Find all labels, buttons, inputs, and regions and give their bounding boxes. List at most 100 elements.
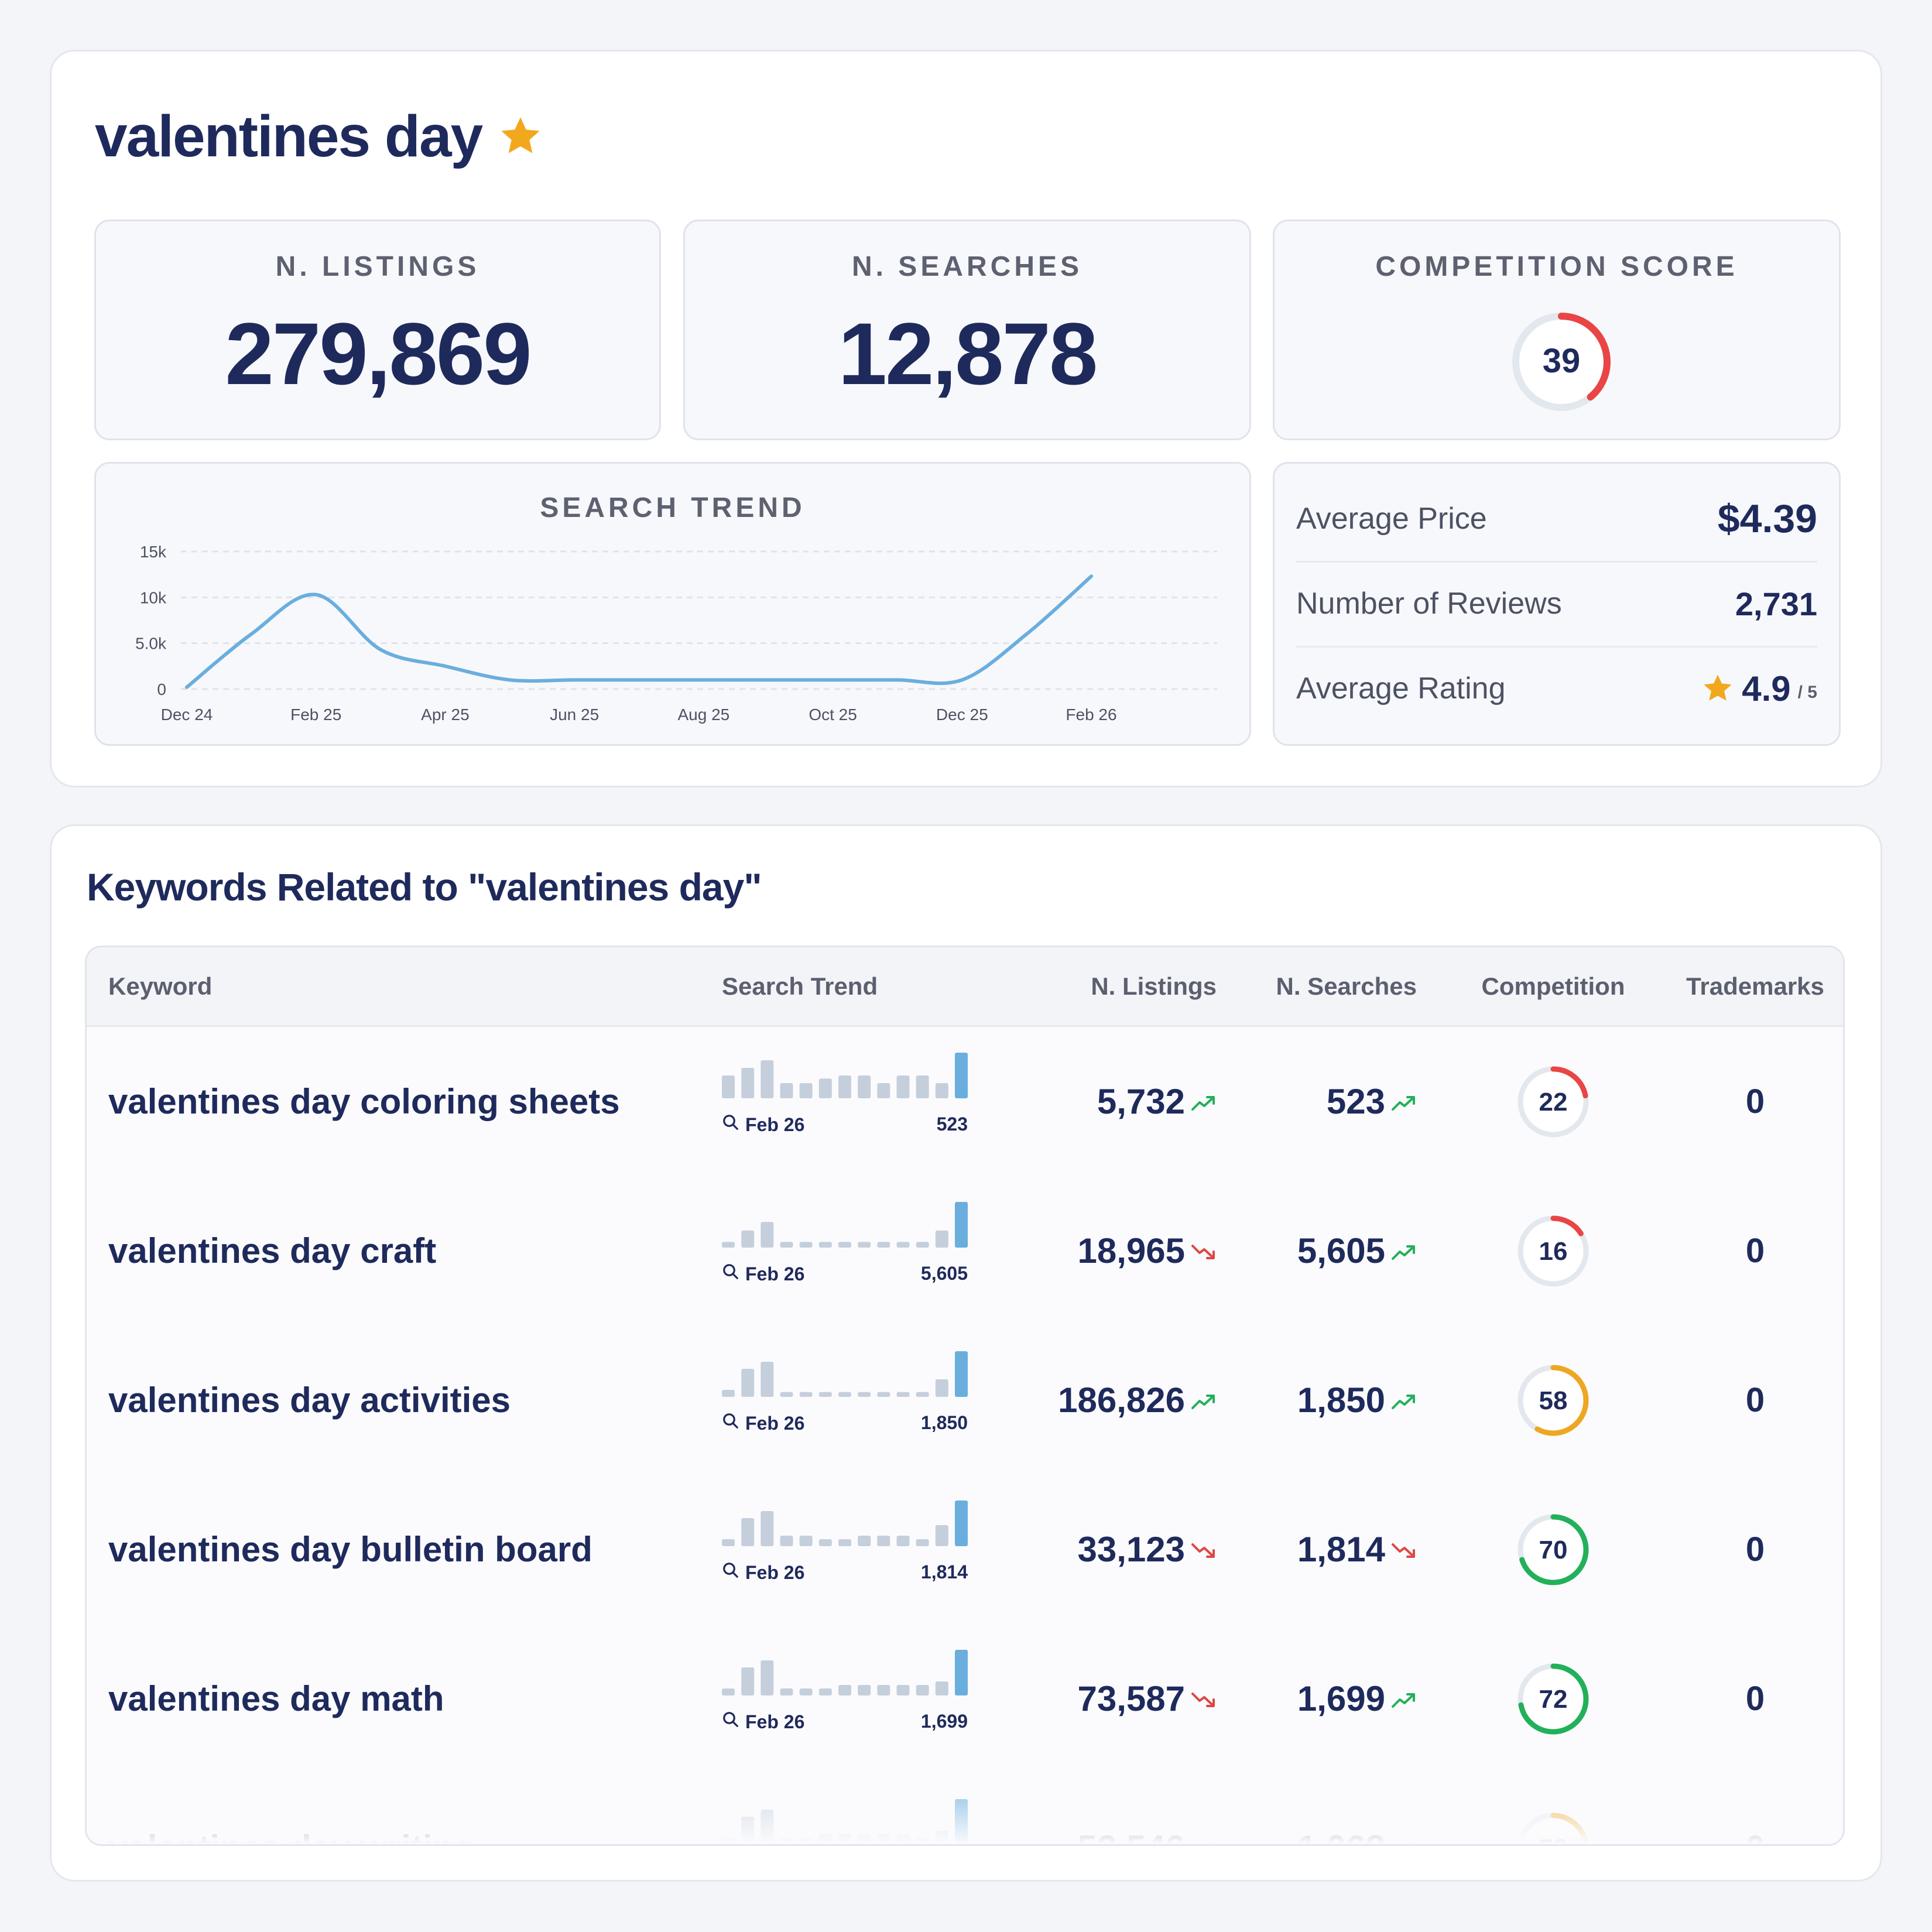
rating-star-icon [1704,674,1732,701]
sparkline-bar [916,1392,929,1397]
details-divider [1296,646,1817,648]
competition-score-gauge: 39 [1512,313,1611,411]
table-row[interactable]: valentines day math Feb 26 1,699 73,587 1,69… [87,1624,1843,1775]
average-rating-value-group: 4.9 / 5 [1701,669,1817,709]
sparkline-date: Feb 26 [722,1711,804,1733]
sparkline-bar [722,1075,735,1098]
sparkline-bar [818,1688,832,1695]
sparkline-date-text: Feb 26 [745,1412,805,1434]
sparkline-bar [896,1685,910,1695]
listings-value: 73,587 [1077,1679,1185,1718]
search-trend-sparkline [722,1501,968,1546]
sparkline-bar [818,1539,832,1546]
listings-value: 5,732 [1097,1082,1185,1121]
search-icon [722,1263,739,1285]
competition-gauge: 16 [1517,1215,1589,1287]
header-searches[interactable]: N. Searches [1276,972,1417,1000]
number-of-reviews-value: 2,731 [1735,585,1817,622]
table-row[interactable]: valentines day bulletin board Feb 26 1,814… [87,1475,1843,1626]
sparkline-bar [858,1075,871,1098]
search-trend-sparkline [722,1650,968,1695]
sparkline-date-text: Feb 26 [745,1711,805,1732]
sparkline-count: 1,814 [920,1561,968,1582]
keyword-overview-card: valentines day N. LISTINGS 279,869 N. SE… [50,50,1882,787]
competition-score-card: COMPETITION SCORE 39 [1273,220,1841,440]
listings-cell: 18,965 [1077,1176,1217,1325]
sparkline-count: 523 [936,1114,968,1135]
trademarks-cell: 0 [1745,1530,1765,1568]
trend-up-icon [1191,1091,1217,1117]
header-trademarks[interactable]: Trademarks [1686,972,1824,1000]
sparkline-bar [799,1688,813,1695]
sparkline-date: Feb 26 [722,1114,804,1136]
sparkline-bar-current [955,1501,968,1546]
header-keyword[interactable]: Keyword [108,972,213,1000]
sparkline-bar [858,1536,871,1546]
related-keywords-table: Keyword Search Trend N. Listings N. Sear… [85,946,1845,1846]
competition-label: COMPETITION SCORE [1375,251,1738,282]
favorite-star-icon[interactable] [497,113,544,160]
competition-value: 70 [1539,1536,1568,1564]
average-rating-label: Average Rating [1296,672,1506,705]
sparkline-bar [799,1083,813,1098]
trademarks-cell: 0 [1745,1381,1765,1419]
x-tick-label: Aug 25 [677,705,729,724]
sparkline-meta: Feb 26 5,605 [722,1263,968,1292]
sparkline-meta: Feb 26 1,850 [722,1412,968,1441]
search-icon [722,1711,739,1733]
header-listings[interactable]: N. Listings [1091,972,1217,1000]
sparkline-bar [916,1685,929,1695]
sparkline-bar [838,1392,851,1397]
x-tick-label: Feb 26 [1066,705,1116,724]
table-row[interactable]: valentines day activities Feb 26 1,850 186,… [87,1325,1843,1477]
sparkline-bar [741,1667,755,1695]
listings-value: 33,123 [1077,1530,1185,1569]
search-trend-line [185,574,1093,689]
sparkline-bar [722,1539,735,1546]
y-tick-label: 5.0k [135,635,167,653]
trend-up-icon [1391,1390,1417,1416]
trend-down-icon [1191,1688,1217,1714]
listings-stat-card: N. LISTINGS 279,869 [94,220,661,440]
listings-value: 18,965 [1077,1231,1185,1270]
header-competition[interactable]: Competition [1481,972,1625,1000]
keyword-cell[interactable]: valentines day activities [108,1381,511,1420]
table-row[interactable]: valentines day craft Feb 26 5,605 18,965 5,6… [87,1176,1843,1327]
sparkline-bar [877,1083,890,1098]
sparkline-bar [838,1685,851,1695]
search-trend-sparkline [722,1351,968,1397]
search-icon [722,1561,739,1584]
sparkline-bar [761,1222,774,1248]
keyword-cell[interactable]: valentines day craft [108,1231,437,1270]
header-search-trend[interactable]: Search Trend [722,972,878,1000]
trademarks-cell: 0 [1745,1680,1765,1718]
competition-gauge: 58 [1517,1365,1589,1436]
listings-value: 186,826 [1058,1381,1185,1420]
sparkline-bar [877,1685,890,1695]
sparkline-bar [722,1390,735,1397]
keyword-cell[interactable]: valentines day coloring sheets [108,1082,620,1121]
searches-cell: 1,699 [1297,1624,1417,1773]
table-row[interactable]: valentines day coloring sheets Feb 26 523 5… [87,1027,1843,1178]
sparkline-bar [741,1068,755,1098]
keyword-cell[interactable]: valentines day math [108,1679,444,1718]
sparkline-bar [741,1518,755,1546]
searches-cell: 5,605 [1297,1176,1417,1325]
listings-value: 279,869 [225,304,532,403]
listings-cell: 5,732 [1097,1027,1217,1176]
trademarks-cell: 0 [1745,1232,1765,1270]
searches-value: 523 [1326,1082,1385,1121]
competition-gauge: 70 [1517,1514,1589,1585]
x-tick-label: Dec 25 [936,705,988,724]
sparkline-date-text: Feb 26 [745,1263,805,1284]
searches-cell: 1,850 [1297,1325,1417,1475]
sparkline-bar [722,1688,735,1695]
sparkline-count: 5,605 [920,1263,968,1284]
keyword-cell[interactable]: valentines day bulletin board [108,1530,592,1569]
sparkline-bar [896,1242,910,1248]
listings-cell: 186,826 [1058,1325,1217,1475]
number-of-reviews-label: Number of Reviews [1296,587,1562,621]
average-price-row: Average Price $4.39 [1296,477,1817,560]
sparkline-bar [896,1075,910,1098]
search-icon [722,1114,739,1136]
